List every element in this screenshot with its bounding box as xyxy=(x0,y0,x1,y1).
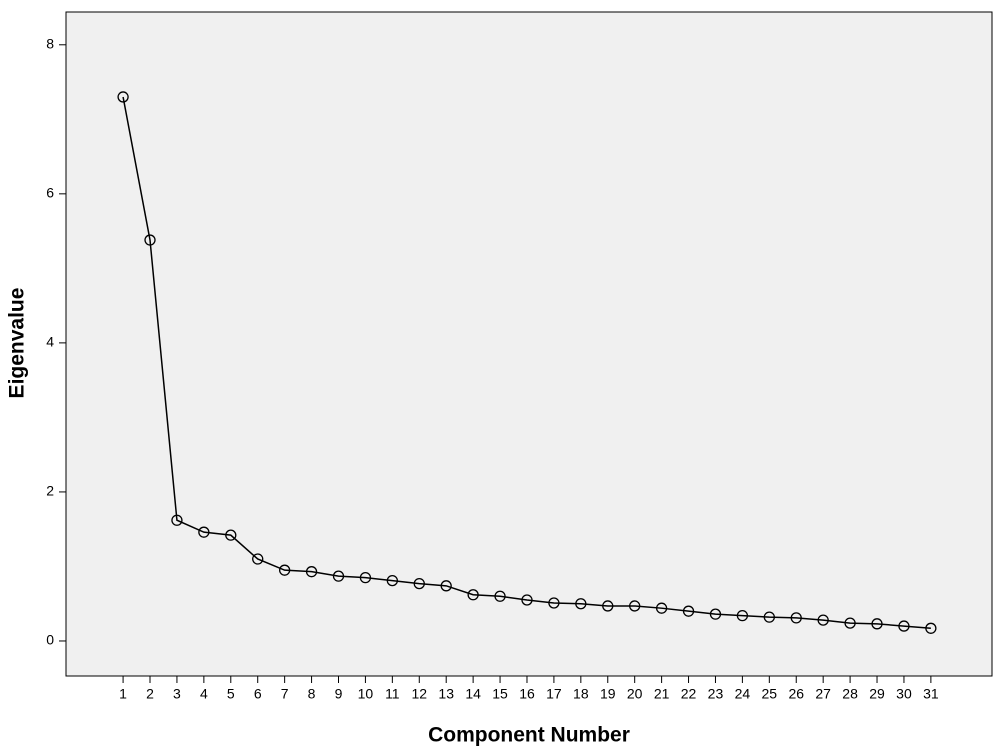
point xyxy=(225,529,237,541)
x-axis-title: Component Number xyxy=(428,724,630,747)
point xyxy=(898,620,910,632)
point xyxy=(736,609,749,622)
x-tick-label: 23 xyxy=(708,686,724,702)
x-tick-label: 17 xyxy=(546,686,562,702)
point xyxy=(817,614,829,626)
point xyxy=(413,577,425,590)
x-tick-label: 5 xyxy=(227,686,235,702)
point xyxy=(467,589,479,601)
y-tick-label: 2 xyxy=(46,483,54,499)
point xyxy=(359,571,372,584)
point xyxy=(682,605,695,617)
x-tick-label: 21 xyxy=(654,686,670,702)
x-tick-label: 11 xyxy=(385,686,400,702)
x-tick-label: 19 xyxy=(600,686,616,702)
point xyxy=(655,602,668,614)
x-tick-label: 25 xyxy=(762,686,778,702)
point xyxy=(440,580,452,592)
point xyxy=(332,570,345,582)
x-tick-label: 13 xyxy=(438,686,454,702)
line xyxy=(122,96,931,630)
point xyxy=(548,597,560,609)
x-tick-label: 26 xyxy=(788,686,804,702)
plot-area xyxy=(65,11,993,677)
x-tick-label: 2 xyxy=(146,686,154,702)
point xyxy=(629,600,641,612)
x-tick-label: 15 xyxy=(492,686,508,702)
y-tick-label: 8 xyxy=(46,35,54,51)
point xyxy=(198,526,210,538)
point xyxy=(117,91,129,103)
x-tick-label: 31 xyxy=(923,686,939,702)
point xyxy=(925,622,937,634)
x-tick-label: 1 xyxy=(119,686,127,702)
x-tick-label: 22 xyxy=(681,686,697,702)
x-tick-label: 16 xyxy=(519,686,535,702)
x-tick-label: 12 xyxy=(411,686,427,702)
point xyxy=(709,608,722,620)
x-tick-label: 6 xyxy=(254,686,262,702)
point xyxy=(575,598,587,610)
x-tick-label: 10 xyxy=(358,686,374,702)
x-tick-label: 27 xyxy=(815,686,831,702)
point xyxy=(521,594,533,606)
point xyxy=(790,612,802,624)
x-tick-label: 29 xyxy=(869,686,885,702)
point xyxy=(386,574,398,587)
point xyxy=(252,553,264,565)
y-tick-label: 4 xyxy=(46,334,54,350)
x-tick-label: 24 xyxy=(735,686,751,702)
y-axis-title: Eigenvalue xyxy=(6,288,29,399)
x-tick-label: 18 xyxy=(573,686,589,702)
point xyxy=(144,234,156,246)
x-tick-label: 20 xyxy=(627,686,643,702)
x-tick-label: 3 xyxy=(173,686,181,702)
point xyxy=(305,566,318,578)
point xyxy=(602,600,614,612)
point xyxy=(494,590,506,602)
x-tick-label: 30 xyxy=(896,686,912,702)
y-tick-label: 6 xyxy=(46,185,54,201)
x-tick-label: 28 xyxy=(842,686,858,702)
point xyxy=(844,617,856,629)
x-tick-label: 7 xyxy=(281,686,289,702)
x-tick-label: 8 xyxy=(308,686,316,702)
point xyxy=(278,564,291,576)
y-tick-label: 0 xyxy=(46,632,54,648)
point xyxy=(871,618,883,630)
x-tick-label: 9 xyxy=(335,686,343,702)
point xyxy=(763,611,775,623)
point xyxy=(171,514,183,526)
x-tick-label: 14 xyxy=(465,686,481,702)
x-tick-label: 4 xyxy=(200,686,208,702)
